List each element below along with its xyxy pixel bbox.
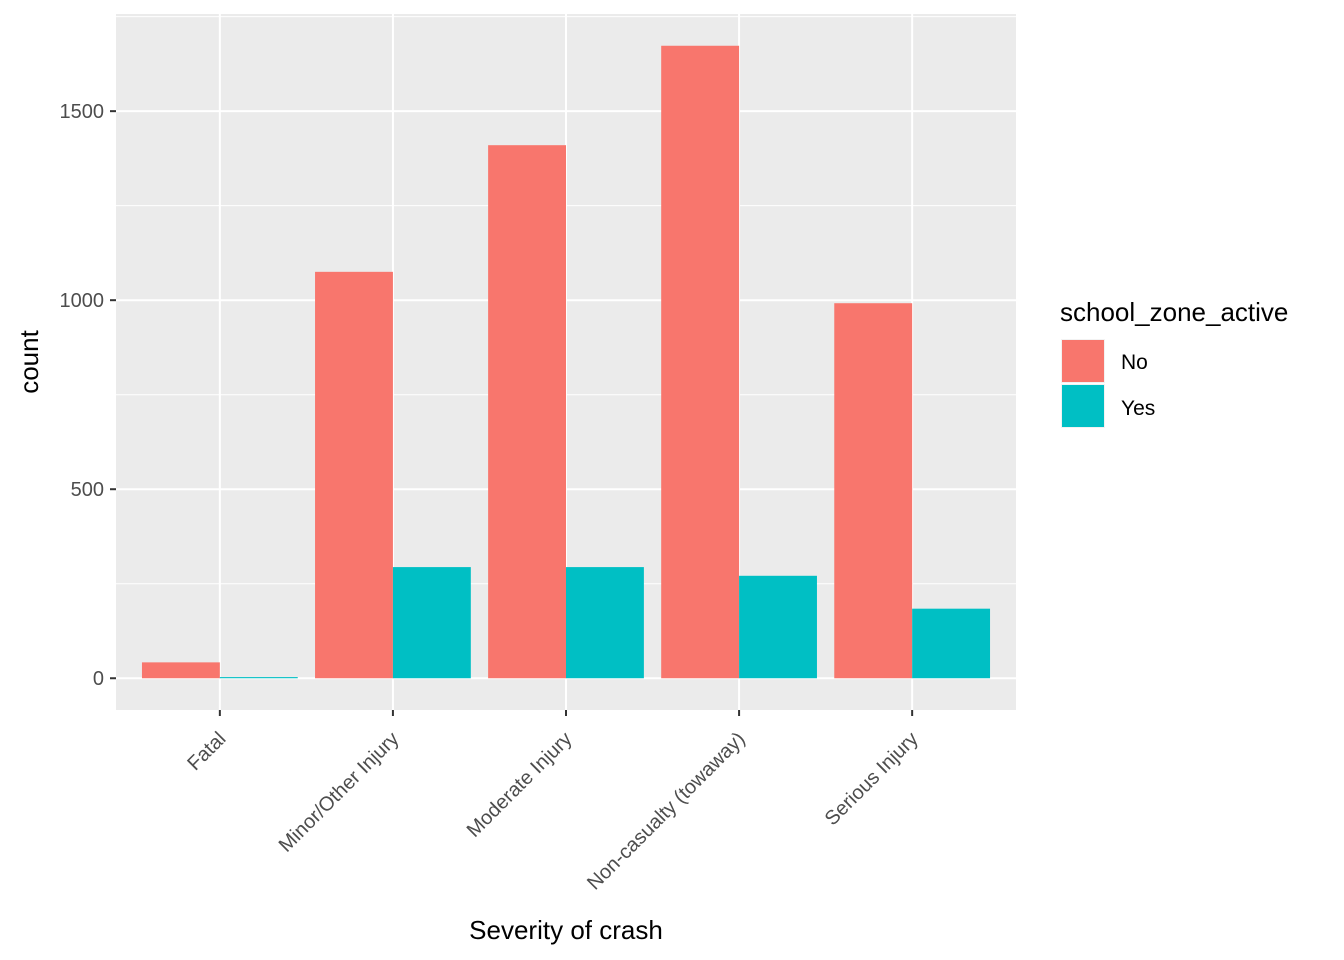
legend-swatch-no	[1062, 340, 1104, 382]
x-axis-ticks: Fatal Minor/Other Injury Moderate Injury No…	[183, 710, 923, 894]
x-tick-label: Non-casualty (towaway)	[583, 728, 749, 894]
bar-yes-moderate-injury	[566, 567, 644, 679]
bars	[141, 45, 991, 679]
y-tick-label: 1000	[60, 290, 105, 312]
bar-no-fatal	[141, 662, 220, 679]
legend: school_zone_active No Yes	[1060, 297, 1288, 428]
x-axis-title: Severity of crash	[469, 915, 663, 945]
bar-yes-fatal	[219, 677, 298, 679]
bar-no-moderate-injury	[488, 145, 566, 679]
bar-yes-minor-other-injury	[392, 567, 471, 679]
y-tick-label: 500	[71, 479, 104, 501]
bar-yes-serious-injury	[912, 608, 991, 679]
x-tick-label: Moderate Injury	[463, 728, 577, 842]
legend-title: school_zone_active	[1060, 297, 1288, 327]
bar-yes-non-casualty-towaway	[739, 575, 817, 679]
legend-label-yes: Yes	[1121, 397, 1155, 420]
y-axis-title: count	[14, 329, 44, 393]
y-tick-label: 1500	[60, 101, 105, 123]
bar-no-non-casualty-towaway	[661, 45, 740, 679]
y-axis-ticks: 0 500 1000 1500	[60, 101, 116, 690]
bar-no-serious-injury	[834, 303, 913, 679]
x-tick-label: Fatal	[183, 728, 230, 775]
legend-label-no: No	[1121, 351, 1148, 374]
x-tick-label: Minor/Other Injury	[275, 728, 404, 857]
x-tick-label: Serious Injury	[821, 728, 923, 830]
y-tick-label: 0	[93, 668, 104, 690]
bar-no-minor-other-injury	[315, 271, 393, 679]
legend-swatch-yes	[1062, 385, 1104, 427]
